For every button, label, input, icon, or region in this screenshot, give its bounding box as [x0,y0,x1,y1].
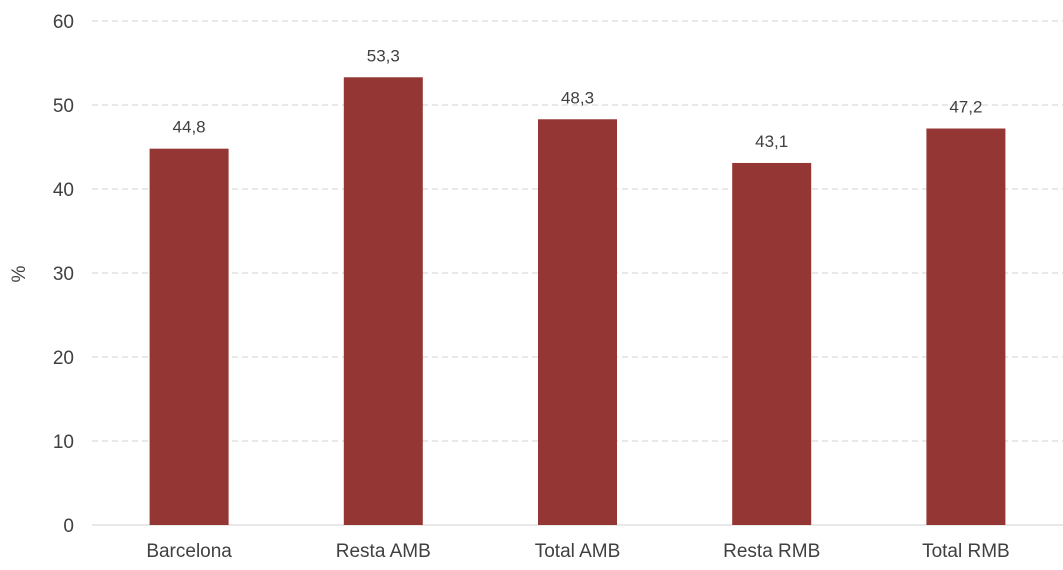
data-labels: 44,8 53,3 48,3 43,1 47,2 [173,46,983,151]
data-label: 43,1 [755,132,788,151]
data-label: 47,2 [949,98,982,117]
y-tick-label: 60 [53,12,74,33]
x-category-label: Barcelona [146,541,232,562]
data-label: 53,3 [367,46,400,65]
x-category-label: Total AMB [535,541,621,562]
y-tick-label: 30 [53,264,74,285]
y-axis-title: % [9,265,30,282]
bar-total-amb [538,119,617,525]
y-tick-label: 20 [53,348,74,369]
y-tick-label: 50 [53,96,74,117]
bar-resta-amb [343,77,423,525]
data-label: 44,8 [173,118,206,137]
bar-barcelona [149,148,229,525]
y-tick-label: 0 [63,516,74,537]
bar-total-rmb [926,128,1006,525]
x-category-label: Total RMB [922,541,1010,562]
y-tick-label: 10 [53,432,74,453]
bar-resta-rmb [732,162,812,525]
bars [149,77,1006,525]
x-category-label: Resta RMB [723,541,820,562]
data-label: 48,3 [561,88,594,107]
y-axis-ticks: 0 10 20 30 40 50 60 [53,12,74,537]
x-axis-categories: Barcelona Resta AMB Total AMB Resta RMB Tota… [146,541,1009,562]
y-tick-label: 40 [53,180,74,201]
x-category-label: Resta AMB [336,541,431,562]
